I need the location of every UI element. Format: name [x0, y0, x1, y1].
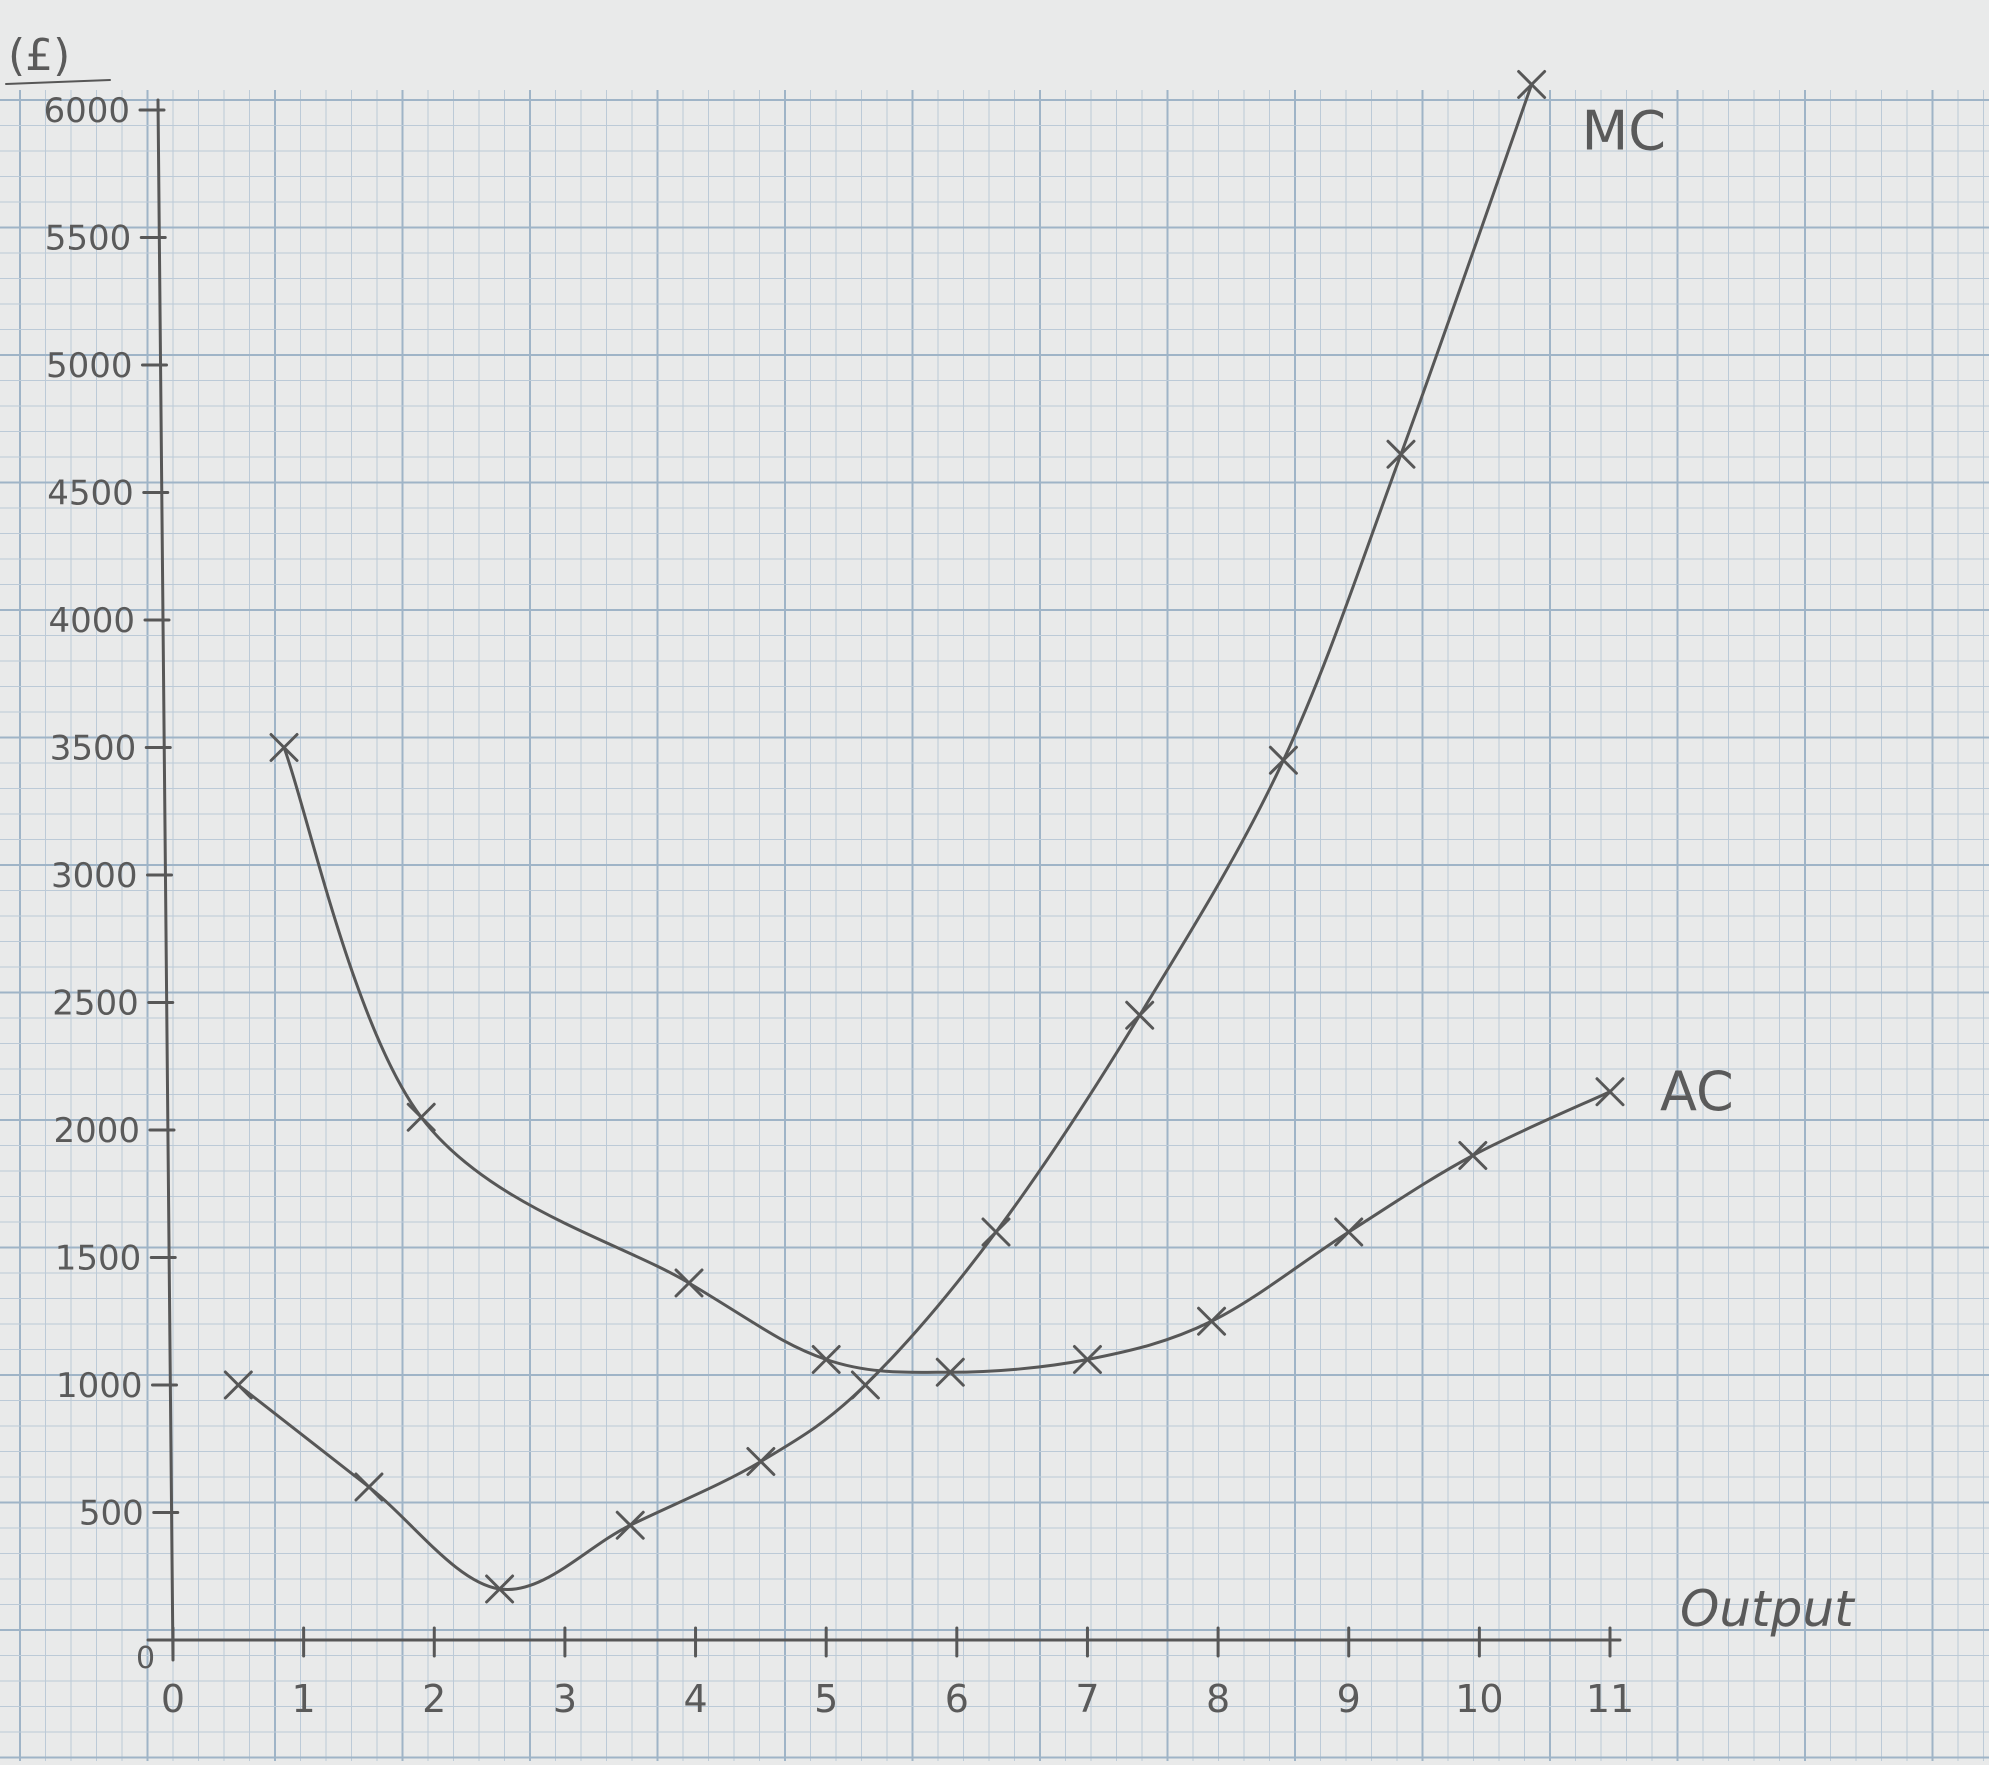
y-tick-label: 1500 — [55, 1239, 142, 1279]
y-tick-label: 5000 — [46, 346, 133, 386]
cross-stroke — [850, 1370, 880, 1400]
y-tick-labels: 500 1000 1500 2000 2500 3000 3500 4000 4500 5000 5… — [43, 91, 143, 1534]
grid — [0, 90, 1989, 1761]
cross-stroke — [406, 1102, 436, 1132]
x-tick-label: 2 — [422, 1677, 446, 1721]
cross-stroke — [981, 1217, 1011, 1247]
cross-stroke — [615, 1510, 645, 1540]
cross-stroke — [1517, 70, 1547, 99]
cross-stroke — [746, 1447, 776, 1476]
cross-stroke — [1458, 1141, 1488, 1170]
ac-point-marker — [269, 733, 299, 762]
x-tick-label: 1 — [292, 1677, 316, 1721]
x-tick-label: 3 — [553, 1677, 577, 1721]
mc-point-marker — [1125, 1000, 1155, 1030]
ac-series-label: AC — [1660, 1060, 1734, 1123]
mc-point-marker — [615, 1510, 645, 1540]
cross-stroke — [674, 1268, 704, 1298]
x-tick-label: 8 — [1206, 1677, 1230, 1721]
origin-label: 0 — [136, 1641, 155, 1676]
series-markers — [223, 70, 1625, 1604]
y-tick-label: 6000 — [43, 91, 130, 131]
mc-point-marker — [1386, 439, 1416, 469]
x-tick-label: 6 — [945, 1677, 969, 1721]
x-tick-label: 11 — [1586, 1677, 1634, 1721]
x-tick-label: 10 — [1455, 1677, 1503, 1721]
series-names: MC AC — [1582, 100, 1734, 1123]
y-tick-label: 5500 — [45, 219, 132, 259]
ac-point-marker — [1072, 1345, 1102, 1374]
x-tick-label: 0 — [161, 1677, 185, 1721]
mc-curve — [236, 83, 1534, 1592]
cross-stroke — [354, 1472, 384, 1502]
cross-stroke — [1334, 1217, 1364, 1247]
x-axis-label: Output — [1680, 1580, 1856, 1638]
cross-stroke — [811, 1345, 841, 1374]
mc-point-marker — [1268, 745, 1298, 775]
y-tick-label: 4500 — [47, 474, 134, 514]
x-tick-labels: 0 1 2 3 4 5 6 7 8 9 10 11 — [161, 1677, 1634, 1721]
cross-stroke — [1125, 1000, 1155, 1030]
cross-stroke — [1386, 439, 1416, 469]
mc-point-marker — [223, 1370, 253, 1400]
mc-point-marker — [850, 1370, 880, 1400]
ac-point-marker — [1334, 1217, 1364, 1247]
y-tick-label: 4000 — [48, 601, 135, 641]
mc-point-marker — [354, 1472, 384, 1502]
x-tick-label: 9 — [1337, 1677, 1361, 1721]
x-tick-label: 5 — [814, 1677, 838, 1721]
mc-point-marker — [746, 1447, 776, 1476]
y-tick-label: 3500 — [50, 729, 137, 769]
cross-stroke — [269, 733, 299, 762]
y-tick-label: 2500 — [52, 984, 139, 1024]
ac-point-marker — [811, 1345, 841, 1374]
unit-label: (£) — [8, 30, 70, 81]
axes — [146, 98, 1622, 1662]
cross-stroke — [935, 1357, 965, 1387]
unit-underline — [5, 79, 111, 85]
ac-point-marker — [1458, 1141, 1488, 1170]
mc-series-label: MC — [1582, 100, 1666, 163]
cross-stroke — [223, 1370, 253, 1400]
cross-stroke — [1197, 1306, 1227, 1336]
text-labels: (£) 0 Output MC AC — [5, 30, 1856, 1676]
cross-stroke — [1268, 745, 1298, 775]
y-tick-label: 3000 — [51, 856, 138, 896]
ac-point-marker — [674, 1268, 704, 1298]
mc-point-marker — [1517, 70, 1547, 99]
mc-point-marker — [981, 1217, 1011, 1247]
y-tick-label: 1000 — [56, 1366, 143, 1406]
cross-stroke — [1072, 1345, 1102, 1374]
y-axis-line — [156, 98, 175, 1662]
tick-marks — [138, 108, 1612, 1658]
cross-stroke — [485, 1574, 515, 1604]
ac-point-marker — [1595, 1077, 1625, 1107]
x-tick-label: 4 — [683, 1677, 707, 1721]
mc-point-marker — [485, 1574, 515, 1604]
ac-point-marker — [1197, 1306, 1227, 1336]
x-tick-label: 7 — [1075, 1677, 1099, 1721]
y-tick-label: 2000 — [53, 1111, 140, 1151]
y-tick-label: 500 — [79, 1494, 144, 1534]
ac-point-marker — [935, 1357, 965, 1387]
ac-point-marker — [406, 1102, 436, 1132]
cross-stroke — [1595, 1077, 1625, 1107]
